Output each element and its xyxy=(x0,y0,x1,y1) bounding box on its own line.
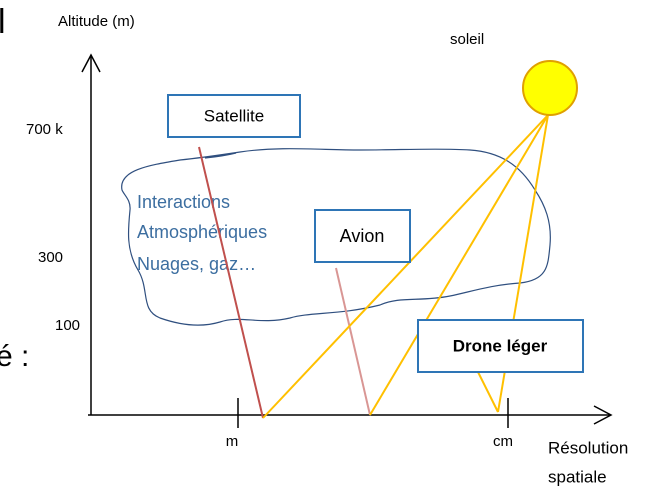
edge-text: é : xyxy=(0,340,29,373)
edge-text: l xyxy=(0,3,6,41)
x-axis-label: spatiale xyxy=(548,467,607,486)
satellite-line xyxy=(198,146,264,419)
y-tick-label: 300 xyxy=(38,249,63,266)
sun-ray xyxy=(262,114,549,419)
sun-ray xyxy=(369,114,549,416)
platform-label: Drone léger xyxy=(453,336,548,355)
y-arrow xyxy=(81,53,101,73)
cloud-text: Nuages, gaz… xyxy=(137,254,256,274)
x-tick-label: m xyxy=(226,433,239,450)
platform-label: Satellite xyxy=(204,106,264,125)
cloud-outline xyxy=(121,148,551,326)
cloud-text: Atmosphériques xyxy=(137,222,267,242)
y-tick-label: 700 k xyxy=(26,121,63,138)
sun-label: soleil xyxy=(450,31,484,48)
drone-box xyxy=(417,319,584,373)
x-axis-label: Résolution xyxy=(548,438,628,457)
avion-line xyxy=(335,267,371,416)
sun xyxy=(522,60,578,116)
platform-label: Avion xyxy=(340,226,385,246)
drone-ray xyxy=(477,371,499,413)
satellite-box xyxy=(167,94,301,138)
cloud-text: Interactions xyxy=(137,192,230,212)
avion-box xyxy=(314,209,411,263)
y-tick-label: 100 xyxy=(55,317,80,334)
x-arrow xyxy=(593,405,613,425)
y-axis-label: Altitude (m) xyxy=(58,13,135,30)
x-tick-label: cm xyxy=(493,433,513,450)
